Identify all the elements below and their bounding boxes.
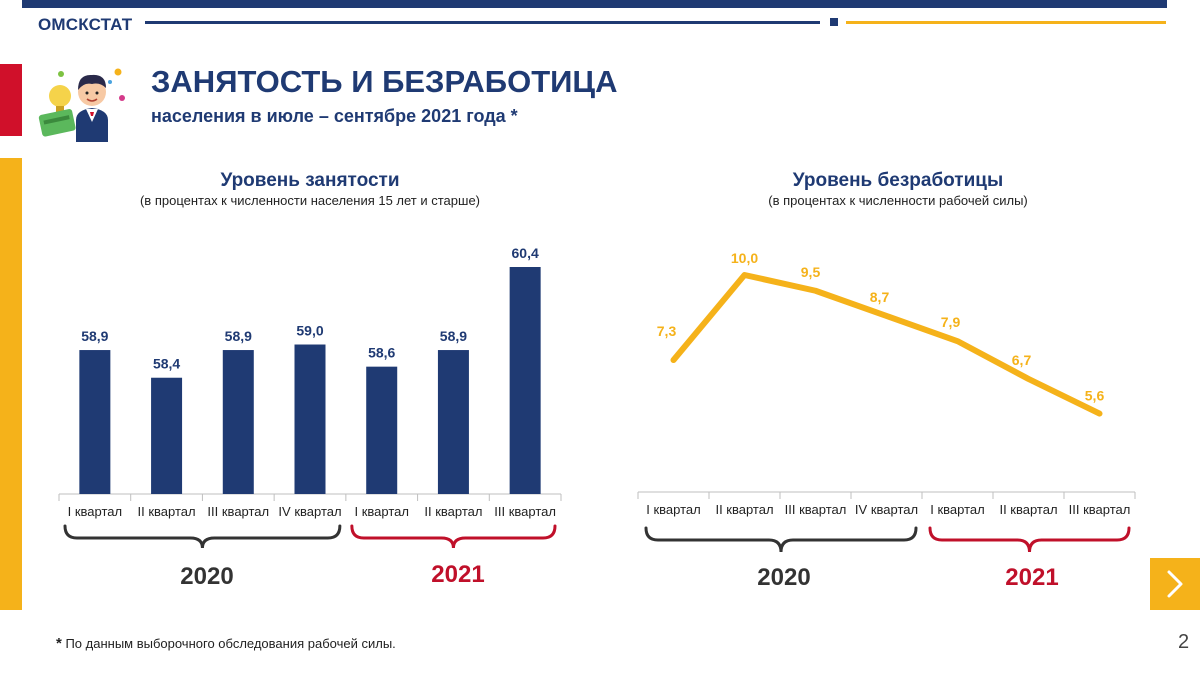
unemployment-point-value-label: 5,6 [1085,388,1105,404]
employment-year-2020: 2020 [180,563,234,590]
employment-bar-value-label: 58,9 [225,328,252,344]
header-divider-blue [145,21,820,24]
employment-brace-2021 [350,524,557,549]
red-accent-bar [0,64,22,136]
employment-bar-value-label: 59,0 [296,323,323,339]
employment-brace-2020 [63,524,342,549]
page-title: ЗАНЯТОСТЬ И БЕЗРАБОТИЦА [151,64,618,99]
unemployment-year-2020: 2020 [757,564,811,591]
unemployment-point-value-label: 7,9 [941,314,961,330]
employment-category-label: I квартал [354,504,408,519]
unemployment-year-2021: 2021 [1005,564,1059,591]
footnote-star: * [56,635,62,652]
employment-bar [437,350,469,494]
unemployment-category-label: I квартал [646,502,700,517]
employment-bar-value-label: 60,4 [512,245,539,261]
unemployment-category-label: III квартал [1069,502,1131,517]
unemployment-series-line [670,272,1103,417]
employment-bar-chart: 58,9 I квартал 58,4 II квартал 58,9 III кварт… [58,245,562,549]
employment-chart-title: Уровень занятости [220,170,400,191]
unemployment-chart-title: Уровень безработицы [792,170,1004,191]
unemployment-category-label: II квартал [999,502,1057,517]
employment-bar-value-label: 58,9 [81,328,108,344]
employment-category-label: II квартал [424,504,482,519]
unemployment-brace-2021 [928,526,1131,553]
gold-accent-bar [0,158,22,610]
employment-category-label: IV квартал [278,504,341,519]
header-divider-gold [846,21,1166,24]
employment-bar [509,267,541,494]
employment-category-label: III квартал [494,504,556,519]
employment-bar-value-label: 58,6 [368,345,395,361]
top-bar [22,0,1167,8]
employment-bar-value-label: 58,4 [153,356,180,372]
unemployment-brace-2020 [644,526,918,553]
brand-logo-text: ОМСКСТАТ [38,15,133,34]
employment-year-2021: 2021 [431,561,485,588]
footnote-text: По данным выборочного обследования рабоч… [61,636,396,651]
unemployment-point-value-label: 8,7 [870,289,890,305]
employment-category-label: III квартал [207,504,269,519]
unemployment-point-value-label: 10,0 [731,250,758,266]
unemployment-point-value-label: 7,3 [657,323,677,339]
employment-bar [294,344,326,494]
employment-bar [151,377,183,494]
page-subtitle: населения в июле – сентябре 2021 года * [151,106,518,126]
next-slide-button[interactable] [1150,558,1200,610]
employment-bar-value-label: 58,9 [440,328,467,344]
header-divider-square [830,18,838,26]
unemployment-category-label: I квартал [930,502,984,517]
footnote: * По данным выборочного обследования раб… [56,635,396,652]
unemployment-point-value-label: 6,7 [1012,352,1032,368]
employment-chart-subtitle: (в процентах к численности населения 15 … [139,193,481,208]
employment-category-label: II квартал [138,504,196,519]
page-number: 2 [1178,631,1190,653]
employment-bar [79,350,111,494]
unemployment-chart-subtitle: (в процентах к численности рабочей силы) [768,193,1028,208]
unemployment-category-label: II квартал [715,502,773,517]
unemployment-category-label: III квартал [785,502,847,517]
worker-mascot-icon [38,68,125,142]
employment-bar [366,366,398,494]
employment-category-label: I квартал [68,504,122,519]
unemployment-point-value-label: 9,5 [801,264,821,280]
unemployment-category-label: IV квартал [855,502,918,517]
unemployment-line-chart: 7,3 I квартал 10,0 II квартал 9,5 III квартал… [637,250,1136,553]
employment-bar [222,350,254,494]
chevron-right-icon [1167,570,1183,598]
